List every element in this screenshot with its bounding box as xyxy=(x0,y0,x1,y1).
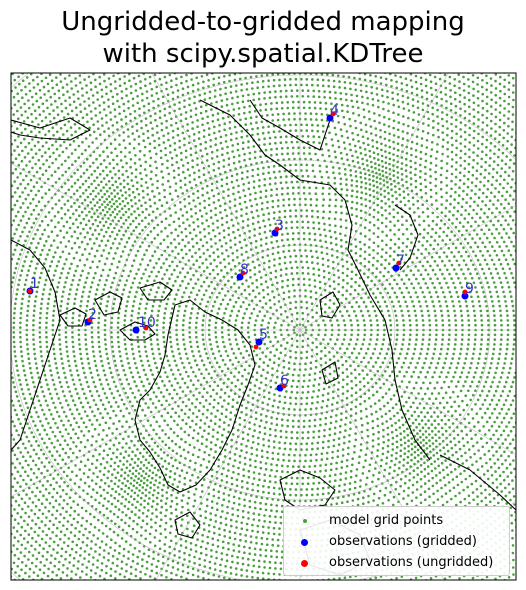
graticule-meridian xyxy=(299,73,449,331)
coastline-segment xyxy=(319,291,341,319)
legend-label: observations (ungridded) xyxy=(329,555,494,570)
observation-label: 2 xyxy=(88,307,97,323)
observation-label: 3 xyxy=(275,218,284,234)
observation-label: 1 xyxy=(30,276,39,292)
legend-label: model grid points xyxy=(329,513,444,528)
graticule-meridian xyxy=(11,162,301,331)
observation-ungridded-point xyxy=(87,317,93,323)
observation-label: 6 xyxy=(280,373,289,389)
observation-ungridded-point xyxy=(281,383,287,389)
observation-gridded-point xyxy=(392,264,400,272)
observation-gridded-point xyxy=(132,326,140,334)
observation-label: 5 xyxy=(259,327,268,343)
map-title-line2: with scipy.spatial.KDTree xyxy=(102,39,424,69)
observations: 1 2 3 4 5 6 7 8 9 10 xyxy=(26,103,474,392)
ungridded-observation-marker-icon xyxy=(301,560,308,567)
graticule-meridian xyxy=(299,204,516,331)
coastline-segment xyxy=(59,307,87,327)
observation-gridded-point xyxy=(236,273,244,281)
observation-ungridded-point xyxy=(27,288,33,294)
legend: model grid points observations (gridded)… xyxy=(283,506,510,576)
coastline-segment xyxy=(11,117,91,141)
observation-label: 8 xyxy=(240,262,249,278)
legend-item-gridded: observations (gridded) xyxy=(284,532,509,552)
map-title: Ungridded-to-gridded mapping with scipy.… xyxy=(0,6,526,70)
coastline-segment xyxy=(439,454,516,511)
observation-label: 7 xyxy=(396,253,405,269)
legend-item-grid-points: model grid points xyxy=(284,511,509,531)
observation-ungridded-point xyxy=(274,226,280,232)
observation-gridded-point xyxy=(326,114,334,122)
graticule-meridian xyxy=(155,329,301,580)
coastline-segment xyxy=(139,281,173,301)
coastline-segment xyxy=(321,361,339,385)
observation-gridded-point xyxy=(461,292,469,300)
observation-ungridded-point xyxy=(396,260,402,266)
graticule-meridian xyxy=(151,73,301,331)
coastline-segment xyxy=(249,99,331,151)
legend-item-ungridded: observations (ungridded) xyxy=(284,553,509,573)
coastline-segment xyxy=(134,299,256,493)
observation-label: 9 xyxy=(465,281,474,297)
grid-point-marker-icon xyxy=(303,519,307,523)
map-frame xyxy=(10,72,517,581)
observation-ungridded-point xyxy=(330,111,336,117)
coastline-segment xyxy=(199,99,431,461)
observation-gridded-point xyxy=(255,338,263,346)
graticule-meridian xyxy=(11,329,301,498)
observation-ungridded-point xyxy=(253,344,259,350)
observation-label: 4 xyxy=(330,103,339,119)
coastline-segment xyxy=(11,239,61,451)
map-title-line1: Ungridded-to-gridded mapping xyxy=(61,7,465,37)
coastline-segment xyxy=(119,321,156,341)
coastline-segment xyxy=(174,511,201,539)
legend-label: observations (gridded) xyxy=(329,534,477,549)
coastline-segment xyxy=(94,291,123,316)
graticule-meridian xyxy=(299,329,445,580)
observation-ungridded-point xyxy=(462,289,468,295)
observation-ungridded-point xyxy=(240,270,246,276)
coastline-segment xyxy=(394,204,419,271)
observation-label: 10 xyxy=(138,315,156,331)
observation-ungridded-point xyxy=(143,325,149,331)
gridded-observation-marker-icon xyxy=(301,539,308,546)
coastline-segment xyxy=(279,469,336,511)
graticule-meridian xyxy=(299,329,516,456)
